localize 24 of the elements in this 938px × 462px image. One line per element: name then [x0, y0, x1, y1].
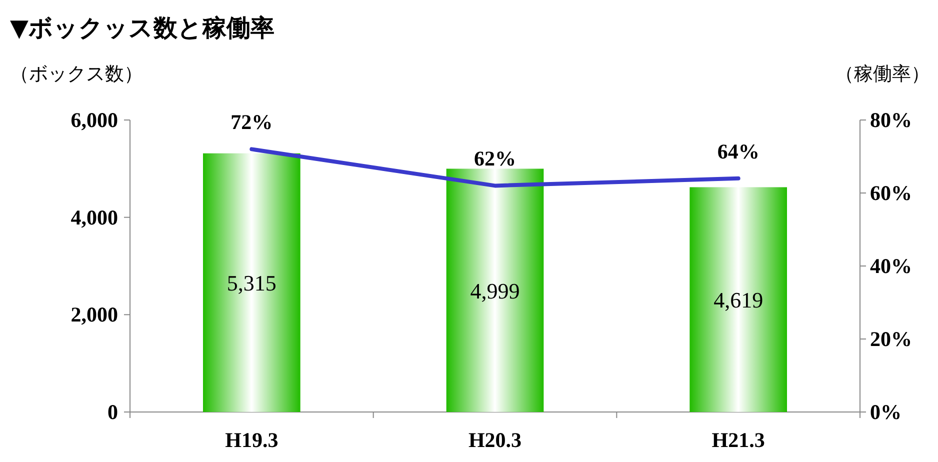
y-tick-label: 0	[108, 400, 118, 424]
y2-tick-label: 60%	[870, 181, 912, 205]
y-tick-label: 4,000	[70, 205, 118, 230]
y2-axis-title: （稼働率）	[835, 63, 930, 85]
bar	[203, 153, 300, 412]
data-label: 4,619	[714, 288, 764, 313]
y-tick-label: 2,000	[70, 302, 118, 327]
data-label: 4,999	[470, 278, 520, 304]
y2-tick-label: 0%	[870, 400, 902, 424]
y2-tick-label: 80%	[870, 108, 912, 132]
x-tick-label: H20.3	[468, 428, 522, 452]
data-label: 72%	[230, 110, 273, 134]
bar	[446, 168, 544, 412]
y-axis-title: （ボックス数）	[10, 63, 143, 85]
data-label: 62%	[474, 146, 516, 171]
y2-tick-label: 40%	[870, 254, 912, 278]
data-label: 5,315	[226, 270, 276, 296]
y2-tick-label: 20%	[870, 327, 912, 351]
chart-title: ▼ボックッス数と稼働率	[10, 14, 274, 42]
y-tick-label: 6,000	[70, 108, 118, 132]
bar	[690, 187, 787, 412]
x-tick-label: H21.3	[712, 428, 765, 452]
x-tick-label: H19.3	[225, 428, 278, 452]
data-label: 64%	[717, 139, 760, 164]
